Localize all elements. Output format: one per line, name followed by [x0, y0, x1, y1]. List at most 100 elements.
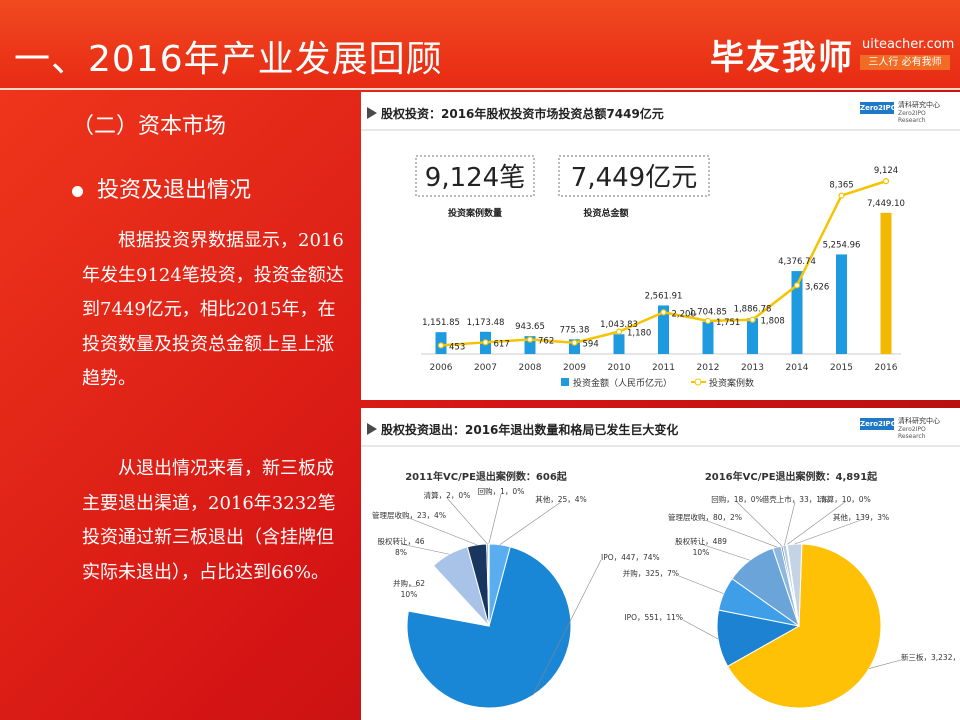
pie-label-回购: 回购，18，0% — [711, 494, 762, 504]
line-label-2008: 762 — [538, 337, 554, 347]
bullet-text: 投资及退出情况 — [97, 178, 252, 203]
brand-slogan: 三人行 必有我师 — [860, 55, 950, 70]
pie-leader-回购 — [736, 501, 783, 547]
pie-leader-清算 — [446, 497, 488, 545]
stat-amount-value: 7,449亿元 — [571, 163, 697, 193]
line-point-2008 — [526, 336, 534, 343]
legend-count: 投资案例数 — [709, 377, 754, 389]
line-point-2016 — [882, 178, 890, 185]
line-label-2009: 594 — [583, 340, 599, 350]
line-label-2013: 1,808 — [761, 317, 785, 327]
pie-label-并购: 并购，325，7% — [623, 568, 679, 578]
pie-label-清算: 清算，10，0% — [819, 494, 870, 504]
pie-label-并购: 10% — [401, 590, 418, 599]
brand-en: Zero2IPO Research — [898, 110, 926, 124]
line-point-2012 — [704, 317, 712, 324]
pie-label-股权转让: 股权转让，489 — [675, 536, 727, 546]
bar-2012 — [702, 321, 714, 354]
line-label-2016: 9,124 — [874, 166, 898, 176]
pie-label-IPO: IPO，447，74% — [601, 553, 660, 562]
investment-combo-chart: 9,124笔 投资案例数量 7,449亿元 投资总金额 1,151.85 1,17… — [415, 155, 905, 389]
line-label-2014: 3,626 — [805, 282, 829, 292]
pie-label-IPO: IPO，551，11% — [624, 613, 683, 622]
stat-amount-label: 投资总金额 — [583, 207, 628, 219]
x-tick-2015: 2015 — [830, 363, 853, 373]
brand-cn: 清科研究中心 — [898, 417, 940, 425]
brand-box-icon: Zero2IPO — [860, 102, 897, 114]
bar-label-2012: 1,704.85 — [689, 308, 727, 318]
x-tick-2009: 2009 — [563, 363, 586, 373]
legend-swatch-count-dot — [694, 378, 702, 386]
bar-label-2015: 5,254.96 — [823, 240, 861, 250]
bar-2011 — [658, 305, 669, 354]
panel1-title: 股权投资：2016年股权投资市场投资总额7449亿元 — [381, 107, 664, 121]
pie-leader-股权转让 — [700, 543, 751, 561]
bar-2010 — [613, 334, 625, 354]
line-point-2007 — [482, 339, 489, 346]
pie-label-股权转让: 8% — [395, 548, 407, 557]
bar-label-2013: 1,886.78 — [734, 304, 772, 314]
pie-label-清算: 清算，2，0% — [424, 490, 471, 500]
brand-logo: 毕友我师 — [710, 38, 854, 78]
exit-pie-charts: 2011年VC/PE退出案例数：606起 2016年VC/PE退出案例数：4,8… — [372, 470, 960, 709]
x-tick-2012: 2012 — [697, 363, 720, 373]
brand-en: Zero2IPO Research — [898, 426, 926, 440]
bar-2013 — [747, 318, 758, 354]
line-point-2010 — [615, 328, 623, 335]
pie-label-回购: 回购，1，0% — [478, 486, 525, 496]
bar-label-2006: 1,151.85 — [422, 318, 460, 328]
paragraph-investment: 根据投资界数据显示，2016年发生9124笔投资，投资金额达到7449亿元，相比… — [82, 230, 344, 389]
section-heading: （二）资本市场 — [72, 114, 227, 139]
pie-label-股权转让: 10% — [693, 548, 710, 557]
pie-label-新三板: 新三板，3,232，66% — [901, 652, 960, 662]
title-triangle-icon — [367, 423, 377, 435]
legend-swatch-amount — [561, 378, 569, 386]
legend-amount: 投资金额（人民币亿元） — [573, 377, 672, 389]
header-divider — [0, 88, 960, 90]
title-triangle-icon — [367, 107, 377, 119]
pie-label-并购: 并购，62 — [393, 578, 425, 588]
bullet-heading: 投资及退出情况 — [72, 172, 251, 204]
brand-url[interactable]: uiteacher.com — [862, 37, 955, 52]
pie-leader-并购 — [678, 575, 724, 594]
pie-label-其他: 其他，139，3% — [833, 512, 889, 522]
bar-label-2016: 7,449.10 — [867, 199, 905, 209]
pie-leader-新三板 — [868, 659, 902, 669]
stat-count-value: 9,124笔 — [425, 163, 525, 193]
pie-leader-借壳上市 — [784, 501, 796, 546]
pie-leader-IPO — [532, 559, 602, 696]
line-label-2010: 1,180 — [627, 329, 651, 339]
bar-2016 — [880, 212, 892, 354]
panel2-title: 股权投资退出：2016年退出数量和格局已发生巨大变化 — [381, 423, 679, 437]
stat-box-count — [415, 155, 535, 197]
header-bar: 一、2016年产业发展回顾 毕友我师 uiteacher.com 三人行 必有我… — [0, 0, 960, 88]
pie-leader-其他 — [499, 501, 562, 545]
pie-label-其他: 其他，25，4% — [535, 494, 586, 504]
line-point-2006 — [437, 342, 445, 349]
page-title: 一、2016年产业发展回顾 — [14, 39, 443, 80]
pie-leader-IPO — [682, 619, 719, 640]
stat-count-label: 投资案例数量 — [448, 207, 502, 219]
x-tick-2007: 2007 — [474, 363, 497, 373]
research-brand: Zero2IPO 清科研究中心 Zero2IPO Research — [860, 100, 950, 124]
pie-label-管理层收购: 管理层收购，80，2% — [668, 512, 742, 522]
line-label-2011: 2,200 — [672, 309, 696, 319]
bar-label-2009: 775.38 — [560, 325, 590, 335]
bar-2015 — [836, 254, 847, 354]
bar-label-2007: 1,173.48 — [467, 318, 505, 328]
line-point-2011 — [660, 309, 667, 316]
line-point-2013 — [749, 316, 756, 323]
x-tick-2014: 2014 — [786, 363, 809, 373]
pie2016-title: 2016年VC/PE退出案例数：4,891起 — [705, 470, 878, 483]
bullet-dot-icon — [72, 185, 83, 197]
line-label-2006: 453 — [449, 342, 465, 352]
pie-leader-清算 — [786, 501, 846, 546]
paragraph-exit: 从退出情况来看，新三板成主要退出渠道，2016年3232笔投资通过新三板退出（含… — [82, 458, 336, 583]
x-tick-2011: 2011 — [652, 363, 675, 373]
research-brand: Zero2IPO 清科研究中心 Zero2IPO Research — [860, 416, 950, 440]
bar-2009 — [569, 339, 580, 354]
x-tick-2016: 2016 — [875, 363, 898, 373]
bar-label-2008: 943.65 — [515, 322, 545, 332]
investment-chart-panel: 股权投资：2016年股权投资市场投资总额7449亿元 Zero2IPO 清科研究… — [361, 92, 960, 400]
line-label-2012: 1,751 — [716, 318, 740, 328]
